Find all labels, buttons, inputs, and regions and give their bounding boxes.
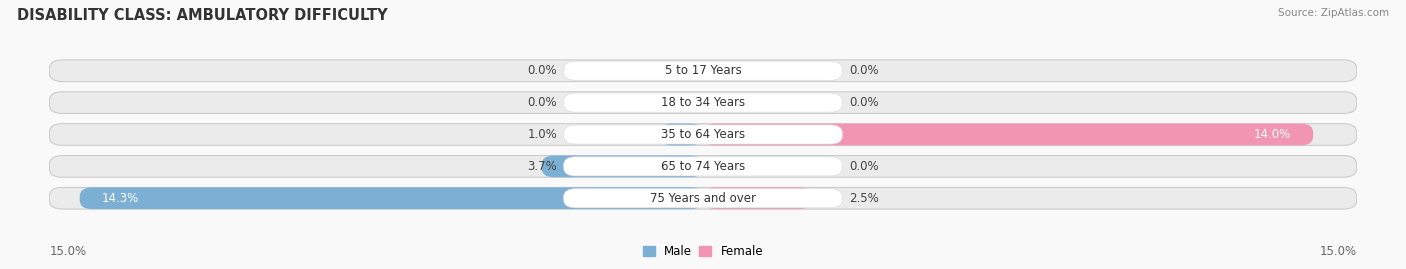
Text: 14.0%: 14.0% — [1254, 128, 1292, 141]
FancyBboxPatch shape — [541, 155, 703, 177]
FancyBboxPatch shape — [564, 125, 842, 144]
Text: 0.0%: 0.0% — [849, 64, 879, 77]
Legend: Male, Female: Male, Female — [638, 240, 768, 263]
FancyBboxPatch shape — [49, 155, 1357, 177]
FancyBboxPatch shape — [564, 189, 842, 208]
FancyBboxPatch shape — [564, 157, 842, 176]
FancyBboxPatch shape — [564, 61, 842, 80]
Text: 18 to 34 Years: 18 to 34 Years — [661, 96, 745, 109]
FancyBboxPatch shape — [49, 60, 1357, 82]
FancyBboxPatch shape — [49, 92, 1357, 114]
FancyBboxPatch shape — [703, 124, 1313, 145]
Text: 0.0%: 0.0% — [527, 64, 557, 77]
FancyBboxPatch shape — [564, 93, 842, 112]
Text: 1.0%: 1.0% — [527, 128, 557, 141]
Text: 75 Years and over: 75 Years and over — [650, 192, 756, 205]
Text: 0.0%: 0.0% — [849, 96, 879, 109]
Text: 0.0%: 0.0% — [849, 160, 879, 173]
Text: Source: ZipAtlas.com: Source: ZipAtlas.com — [1278, 8, 1389, 18]
FancyBboxPatch shape — [49, 124, 1357, 145]
Text: 15.0%: 15.0% — [49, 245, 86, 258]
Text: 65 to 74 Years: 65 to 74 Years — [661, 160, 745, 173]
Text: 15.0%: 15.0% — [1320, 245, 1357, 258]
Text: 0.0%: 0.0% — [527, 96, 557, 109]
FancyBboxPatch shape — [49, 187, 1357, 209]
FancyBboxPatch shape — [80, 187, 703, 209]
FancyBboxPatch shape — [659, 124, 703, 145]
Text: DISABILITY CLASS: AMBULATORY DIFFICULTY: DISABILITY CLASS: AMBULATORY DIFFICULTY — [17, 8, 388, 23]
FancyBboxPatch shape — [703, 187, 813, 209]
Text: 5 to 17 Years: 5 to 17 Years — [665, 64, 741, 77]
Text: 14.3%: 14.3% — [101, 192, 139, 205]
Text: 35 to 64 Years: 35 to 64 Years — [661, 128, 745, 141]
Text: 3.7%: 3.7% — [527, 160, 557, 173]
Text: 2.5%: 2.5% — [849, 192, 879, 205]
